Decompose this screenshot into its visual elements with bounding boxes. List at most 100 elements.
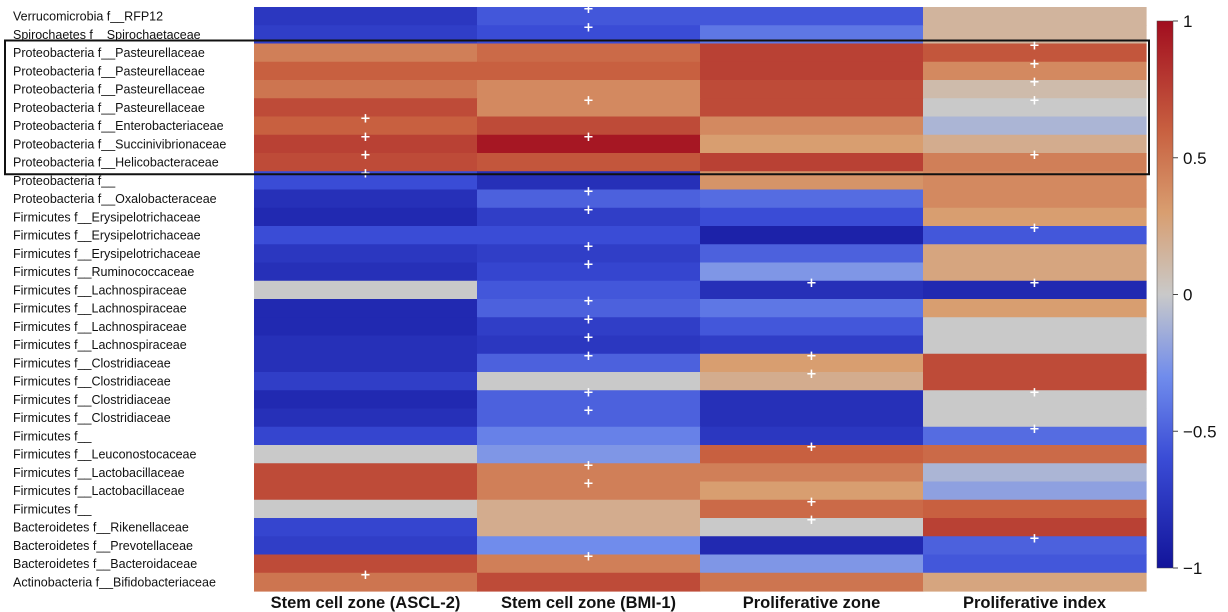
row-label: Firmicutes f__Ruminococcaceae — [13, 265, 194, 279]
heatmap-cell — [700, 554, 924, 574]
significance-marker: + — [806, 349, 817, 364]
heatmap-cell — [700, 207, 924, 227]
column-label: Stem cell zone (ASCL-2) — [271, 594, 461, 612]
heatmap-cell — [700, 98, 924, 118]
colorbar-gradient — [1156, 20, 1174, 569]
significance-marker: + — [583, 349, 594, 364]
heatmap-cell — [700, 499, 924, 519]
colorbar-tick-label: 0 — [1183, 286, 1192, 305]
heatmap-cell — [923, 153, 1147, 172]
heatmap-cell — [477, 7, 701, 26]
heatmap-cell — [923, 408, 1147, 428]
heatmap-cell — [254, 335, 478, 355]
heatmap-cell — [477, 116, 701, 136]
significance-marker: + — [806, 495, 817, 510]
significance-marker: + — [360, 130, 371, 145]
heatmap-cell — [923, 463, 1147, 483]
heatmap-cell — [923, 116, 1147, 136]
column-label: Proliferative index — [963, 594, 1107, 612]
significance-marker: + — [806, 367, 817, 382]
heatmap-cell — [923, 572, 1147, 592]
heatmap-cell — [254, 299, 478, 318]
row-label: Firmicutes f__Clostridiaceae — [13, 356, 171, 370]
significance-marker: + — [1029, 531, 1040, 546]
row-label: Firmicutes f__Erysipelotrichaceae — [13, 229, 201, 243]
heatmap-cell — [477, 299, 701, 318]
heatmap-cell — [700, 536, 924, 556]
row-label: Firmicutes f__Clostridiaceae — [13, 411, 171, 425]
heatmap-cell — [923, 335, 1147, 355]
heatmap-cell — [254, 134, 478, 154]
colorbar-tick-label: 1 — [1183, 12, 1192, 31]
heatmap-cell — [700, 43, 924, 63]
row-label: Proteobacteria f__Pasteurellaceae — [13, 83, 205, 97]
row-label: Proteobacteria f__Oxalobacteraceae — [13, 192, 217, 206]
heatmap-cell — [477, 353, 701, 373]
heatmap-cell — [477, 280, 701, 300]
heatmap-cell — [254, 189, 478, 209]
heatmap-cell — [923, 134, 1147, 154]
heatmap-cell — [923, 262, 1147, 282]
heatmap-cell — [254, 572, 478, 592]
significance-marker: + — [583, 331, 594, 346]
significance-marker: + — [583, 312, 594, 327]
heatmap-cell — [700, 7, 924, 26]
row-label: Firmicutes f__Lachnospiraceae — [13, 283, 187, 297]
heatmap-cell — [254, 80, 478, 99]
row-label: Proteobacteria f__Pasteurellaceae — [13, 64, 205, 78]
heatmap-cell — [700, 572, 924, 592]
heatmap-cell — [923, 317, 1147, 337]
colorbar-tick-label: 0.5 — [1183, 149, 1207, 168]
heatmap-cell — [477, 80, 701, 99]
heatmap-cell — [477, 445, 701, 464]
heatmap-cell — [254, 499, 478, 519]
heatmap-cell — [923, 189, 1147, 209]
heatmap-cell — [923, 80, 1147, 99]
heatmap-cell — [700, 463, 924, 483]
heatmap-cell — [254, 536, 478, 556]
colorbar-ticks: 1 0.5 0 −0.5 −1 — [1173, 12, 1217, 578]
row-label: Proteobacteria f__Helicobacteraceae — [13, 156, 219, 170]
heatmap-cell — [923, 518, 1147, 537]
heatmap-cell — [923, 171, 1147, 191]
heatmap-cell — [254, 207, 478, 227]
heatmap-cell — [700, 189, 924, 209]
heatmap-cell — [254, 43, 478, 63]
heatmap-cell — [700, 171, 924, 191]
significance-marker: + — [1029, 221, 1040, 236]
colorbar: 1 0.5 0 −0.5 −1 — [1156, 12, 1217, 578]
row-label: Bacteroidetes f__Bacteroidaceae — [13, 557, 197, 571]
heatmap-cell — [477, 408, 701, 428]
heatmap-cell — [477, 572, 701, 592]
heatmap-cell — [700, 226, 924, 245]
heatmap-cell — [254, 353, 478, 373]
heatmap-cell — [700, 280, 924, 300]
heatmap-cell — [254, 25, 478, 45]
significance-marker: + — [1029, 75, 1040, 90]
heatmap-cell — [254, 262, 478, 282]
heatmap-cell — [700, 317, 924, 337]
heatmap-cell — [254, 226, 478, 245]
heatmap-cell — [477, 335, 701, 355]
heatmap-cell — [700, 372, 924, 391]
heatmap-cell — [923, 7, 1147, 26]
column-label: Proliferative zone — [743, 594, 881, 612]
row-label: Firmicutes f__Lachnospiraceae — [13, 302, 187, 316]
heatmap-cell — [477, 481, 701, 501]
heatmap-cell — [700, 61, 924, 81]
heatmap-cell — [700, 408, 924, 428]
row-label: Firmicutes f__Lachnospiraceae — [13, 338, 187, 352]
heatmap-cell — [254, 153, 478, 172]
row-label: Firmicutes f__ — [13, 502, 93, 516]
heatmap-cell — [254, 426, 478, 446]
heatmap-cell — [700, 116, 924, 136]
heatmap-cell — [923, 299, 1147, 318]
heatmap-cell — [700, 353, 924, 373]
significance-marker: + — [1029, 93, 1040, 108]
heatmap-cell — [700, 134, 924, 154]
significance-marker: + — [583, 385, 594, 400]
row-label: Firmicutes f__Lactobacillaceae — [13, 466, 185, 480]
row-label: Firmicutes f__ — [13, 429, 93, 443]
heatmap-cell — [923, 207, 1147, 227]
